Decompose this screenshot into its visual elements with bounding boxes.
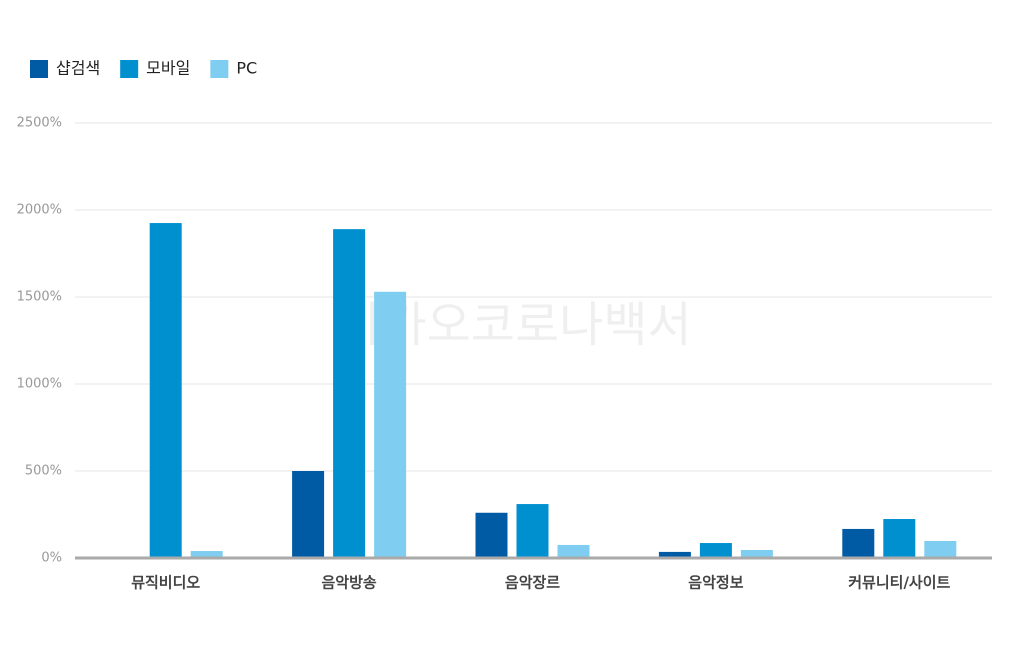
bar	[149, 223, 182, 559]
bar	[190, 551, 223, 558]
bar	[740, 549, 773, 558]
x-tick-label: 음악장르	[505, 574, 560, 592]
bar	[842, 528, 875, 558]
x-tick-label: 뮤직비디오	[131, 574, 200, 592]
y-tick-label: 500%	[25, 464, 62, 479]
bar	[699, 543, 732, 558]
bar	[475, 512, 508, 558]
x-tick-label: 음악정보	[688, 574, 743, 592]
y-tick-label: 2000%	[17, 203, 62, 218]
y-tick-label: 2500%	[17, 116, 62, 131]
y-tick-label: 0%	[41, 551, 62, 566]
y-tick-label: 1000%	[17, 377, 62, 392]
bar	[883, 519, 916, 558]
bar	[924, 540, 957, 558]
bar	[292, 471, 325, 558]
legend-label: 모바일	[146, 59, 190, 78]
legend-swatch	[120, 60, 139, 78]
bar	[374, 291, 407, 558]
bar	[557, 544, 590, 558]
legend-swatch	[210, 60, 229, 78]
legend-label: PC	[236, 59, 257, 78]
x-tick-label: 커뮤니티/사이트	[848, 574, 950, 592]
bar	[658, 551, 691, 558]
bar	[516, 504, 549, 558]
x-tick-label: 음악방송	[321, 574, 376, 592]
legend-swatch	[30, 60, 48, 78]
y-tick-label: 1500%	[17, 290, 62, 305]
bar	[333, 229, 366, 558]
legend-label: 샵검색	[56, 59, 100, 78]
